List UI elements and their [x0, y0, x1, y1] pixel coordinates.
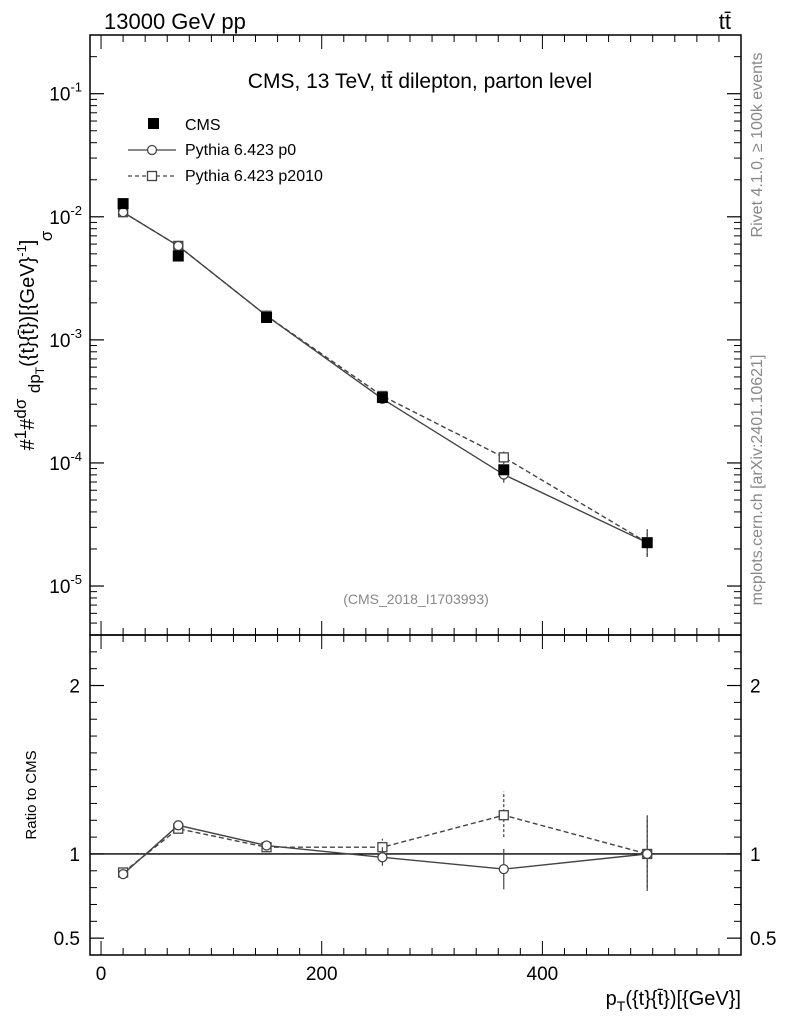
- ratio-panel: 0 200 400 0.5 0.5 1 1 2 2 Ratio to CMS pT({t}{t̄…: [23, 634, 776, 1014]
- tick-exponent: -3: [70, 326, 82, 341]
- main-ytick-label: 10-4: [49, 449, 82, 475]
- y-label-den1: σ: [37, 230, 56, 241]
- ratio-y-axis-label: Ratio to CMS: [23, 750, 40, 839]
- tick-exponent: -5: [70, 572, 82, 587]
- y-label-unit-close: ]: [17, 240, 39, 246]
- legend-marker-cms: [148, 118, 159, 129]
- ratio-p0-point: [377, 852, 388, 863]
- ratio-frame: [89, 634, 742, 956]
- mcplots-reference-label: mcplots.cern.ch [arXiv:2401.10621]: [749, 355, 766, 606]
- tick-exponent: -4: [70, 449, 82, 464]
- main-cms-point: [117, 198, 129, 210]
- y-label-unit: [{GeV}: [17, 256, 39, 315]
- main-y-axis-label: #1#dσ dpT({t}{t̄})[{GeV}-1]: [11, 240, 47, 451]
- ratio-series-group: [117, 791, 653, 891]
- y-label-den2-sub: T: [33, 366, 47, 374]
- ratio-p2010-point: [498, 810, 509, 821]
- main-panel: 10-510-410-310-210-1 CMS, 13 TeV, tt̄ di…: [11, 34, 742, 955]
- main-p2010-point: [498, 452, 509, 463]
- x-tick-label: 0: [96, 964, 107, 985]
- ratio-ytick-label-left: 2: [69, 677, 80, 698]
- tick-base: 10: [49, 208, 70, 229]
- header-process-label: tt̄: [719, 9, 731, 34]
- header-energy-label: 13000 GeV pp: [104, 9, 246, 34]
- tick-base: 10: [49, 454, 70, 475]
- main-series-group: [117, 198, 653, 558]
- main-ytick-label: 10-3: [49, 326, 82, 352]
- main-cms-point: [376, 392, 388, 404]
- chart-title: CMS, 13 TeV, tt̄ dilepton, parton level: [248, 70, 592, 93]
- analysis-watermark: (CMS_2018_I1703993): [343, 591, 489, 607]
- legend: CMS Pythia 6.423 p0 Pythia 6.423 p2010: [128, 117, 323, 185]
- main-ytick-label: 10-2: [49, 203, 82, 229]
- main-p0-point: [173, 240, 184, 252]
- legend-marker-p0: [146, 144, 158, 156]
- ratio-ytick-label-right: 2: [750, 677, 761, 698]
- legend-label-p2010: Pythia 6.423 p2010: [185, 168, 323, 185]
- y-label-den2-rest: ({t}{t̄}): [17, 316, 39, 367]
- y-label-prefix: #: [17, 438, 39, 450]
- ratio-p2010-line: [122, 814, 648, 874]
- ratio-ytick-label-left: 0.5: [54, 929, 80, 950]
- y-label-mid: #: [17, 418, 39, 430]
- tick-base: 10: [49, 85, 70, 106]
- x-label-p: p: [606, 988, 617, 1010]
- tick-exponent: -2: [70, 203, 82, 218]
- main-minor-ticks: [90, 35, 741, 955]
- ratio-ytick-label-left: 1: [69, 845, 80, 866]
- tick-base: 10: [49, 331, 70, 352]
- legend-label-cms: CMS: [185, 117, 221, 134]
- main-ytick-label: 10-5: [49, 572, 82, 598]
- main-cms-point: [261, 311, 273, 323]
- x-axis-label: pT({t}{t̄})[{GeV}]: [606, 988, 741, 1014]
- ratio-p0-line: [122, 824, 648, 875]
- main-ytick-label: 10-1: [49, 80, 82, 106]
- ratio-p0-point: [117, 869, 129, 880]
- tick-exponent: -1: [70, 80, 82, 95]
- ratio-p0-point: [642, 848, 653, 860]
- y-label-den2: dp: [25, 374, 44, 393]
- y-label-num1: 1: [11, 430, 30, 439]
- main-p0-line: [122, 211, 648, 544]
- main-y-ticks: 10-510-410-310-210-1: [49, 80, 741, 598]
- legend-label-p0: Pythia 6.423 p0: [185, 142, 296, 159]
- y-label-num2: dσ: [11, 398, 30, 418]
- y-label-unit-sup: -1: [14, 245, 29, 257]
- ratio-p0-point: [261, 840, 272, 851]
- tick-base: 10: [49, 577, 70, 598]
- x-tick-label: 200: [306, 964, 338, 985]
- ratio-ticks: 0 200 400 0.5 0.5 1 1 2 2: [54, 651, 776, 985]
- ratio-ytick-label-right: 1: [750, 845, 761, 866]
- x-label-rest: ({t}{t̄})[{GeV}]: [625, 988, 741, 1010]
- main-cms-point: [172, 250, 184, 262]
- x-label-sub: T: [617, 998, 626, 1014]
- x-tick-label: 400: [527, 964, 559, 985]
- legend-marker-p2010: [146, 170, 158, 182]
- main-p2010-line: [122, 211, 648, 544]
- main-cms-point: [641, 537, 653, 549]
- main-cms-point: [498, 464, 510, 476]
- rivet-version-label: Rivet 4.1.0, ≥ 100k events: [749, 53, 766, 238]
- ratio-ytick-label-right: 0.5: [750, 929, 776, 950]
- ratio-p0-point: [173, 820, 184, 831]
- ratio-p0-point: [498, 863, 509, 875]
